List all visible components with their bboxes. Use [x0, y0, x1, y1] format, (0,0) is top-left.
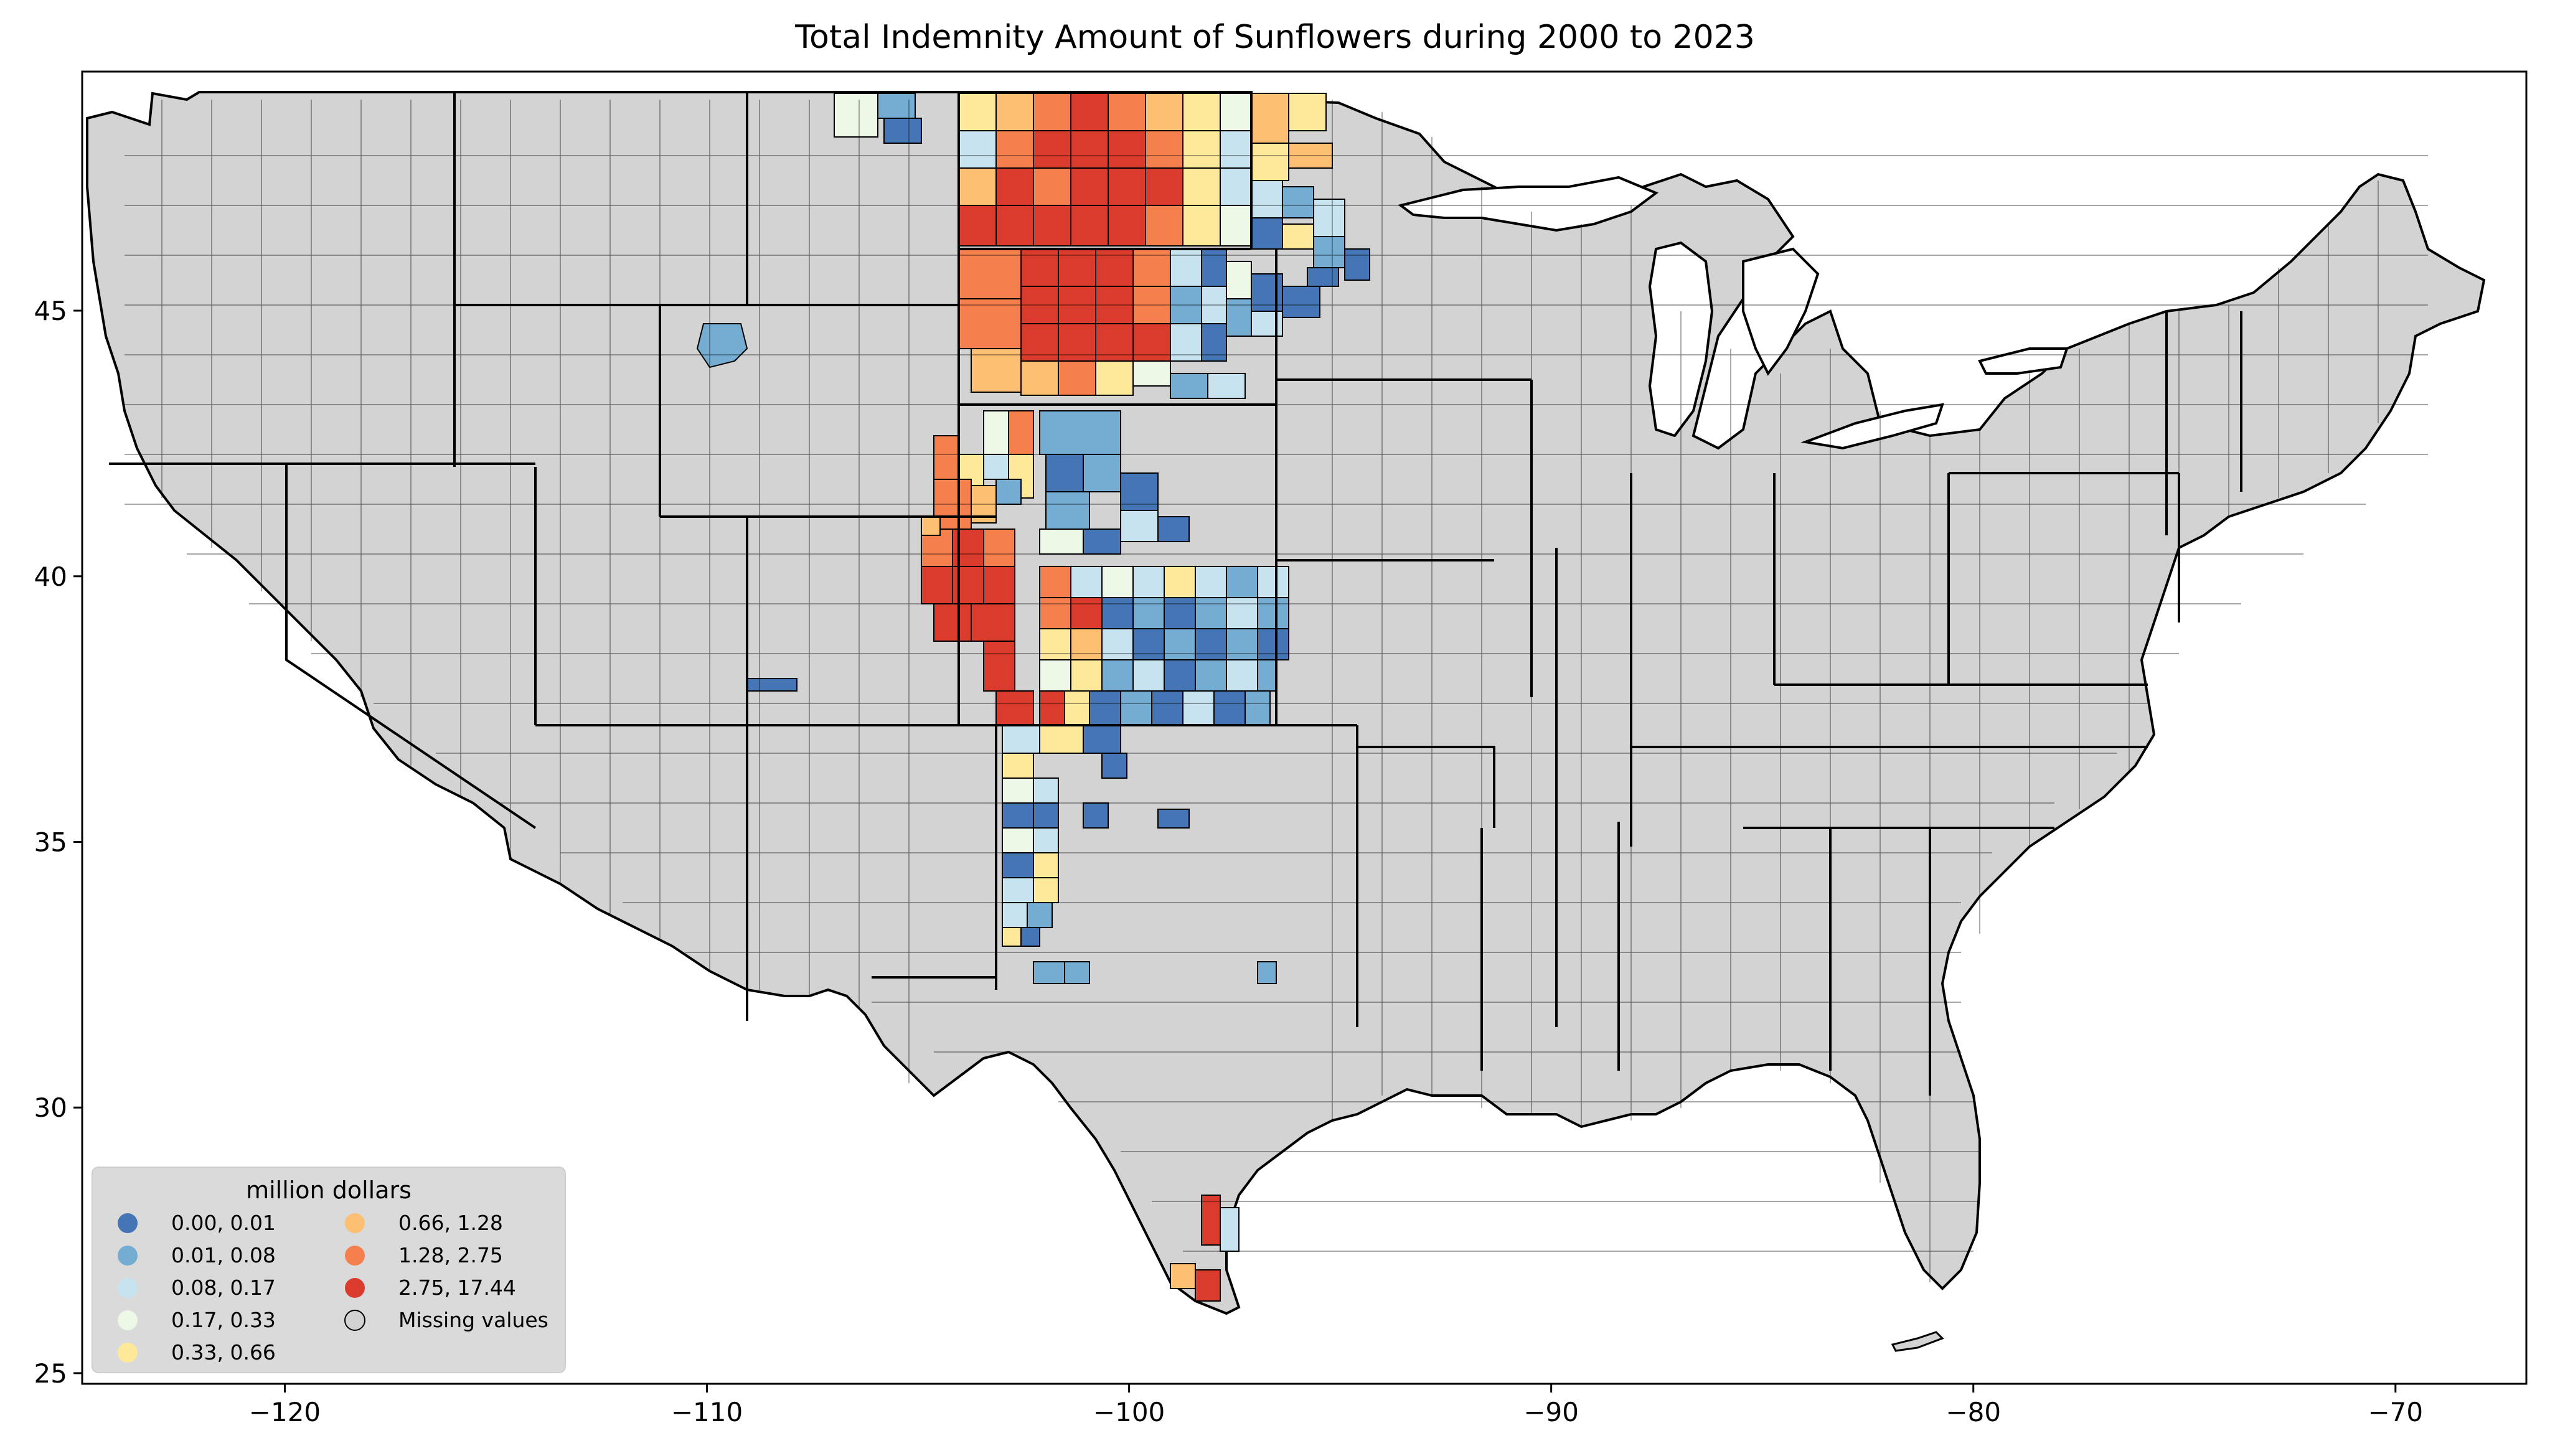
legend-label: 1.28, 2.75: [398, 1243, 503, 1267]
legend-label: 0.17, 0.33: [171, 1308, 276, 1332]
x-tick-label: −120: [249, 1397, 321, 1427]
lake-huron: [1742, 247, 1820, 376]
legend-label: 0.01, 0.08: [171, 1243, 276, 1267]
legend-label: 0.00, 0.01: [171, 1211, 276, 1235]
legend-swatch: [118, 1278, 138, 1298]
y-axis: 25 30 35 40 45: [34, 296, 82, 1389]
legend-swatch: [345, 1246, 365, 1266]
legend-swatch: [345, 1278, 365, 1298]
x-tick-label: −100: [1093, 1397, 1165, 1427]
legend-swatch: [118, 1246, 138, 1266]
legend-label: Missing values: [398, 1308, 548, 1332]
y-tick-label: 40: [34, 561, 67, 592]
lake-erie: [1800, 403, 1944, 450]
legend-label: 0.66, 1.28: [398, 1211, 503, 1235]
x-tick-label: −70: [2368, 1397, 2423, 1427]
legend-label: 2.75, 17.44: [398, 1275, 516, 1300]
county-grid: [125, 100, 2428, 1282]
legend-swatch: [344, 1310, 365, 1331]
state-boundaries: [109, 92, 2242, 1096]
legend-box: [92, 1167, 566, 1373]
x-tick-label: −110: [671, 1397, 743, 1427]
legend: million dollars 0.00, 0.01 0.01, 0.08 0.08…: [92, 1167, 566, 1373]
lake-superior: [1398, 176, 1658, 232]
y-tick-label: 45: [34, 296, 67, 326]
x-axis: −120 −110 −100 −90 −80 −70: [249, 1384, 2423, 1427]
x-tick-label: −90: [1523, 1397, 1579, 1427]
x-tick-label: −80: [1945, 1397, 2001, 1427]
legend-label: 0.33, 0.66: [171, 1340, 276, 1364]
map-title: Total Indemnity Amount of Sunflowers dur…: [795, 19, 1755, 56]
florida-keys: [1891, 1331, 1944, 1352]
y-tick-label: 35: [34, 827, 67, 857]
y-tick-label: 25: [34, 1358, 67, 1389]
plot-frame: [81, 70, 2528, 1385]
map-content: [86, 91, 2486, 1352]
legend-label: 0.08, 0.17: [171, 1275, 276, 1300]
legend-swatch: [345, 1213, 365, 1233]
legend-title: million dollars: [246, 1177, 412, 1204]
legend-swatch: [118, 1213, 138, 1233]
y-tick-label: 30: [34, 1092, 67, 1123]
legend-swatch: [118, 1310, 138, 1330]
legend-swatch: [118, 1343, 138, 1363]
